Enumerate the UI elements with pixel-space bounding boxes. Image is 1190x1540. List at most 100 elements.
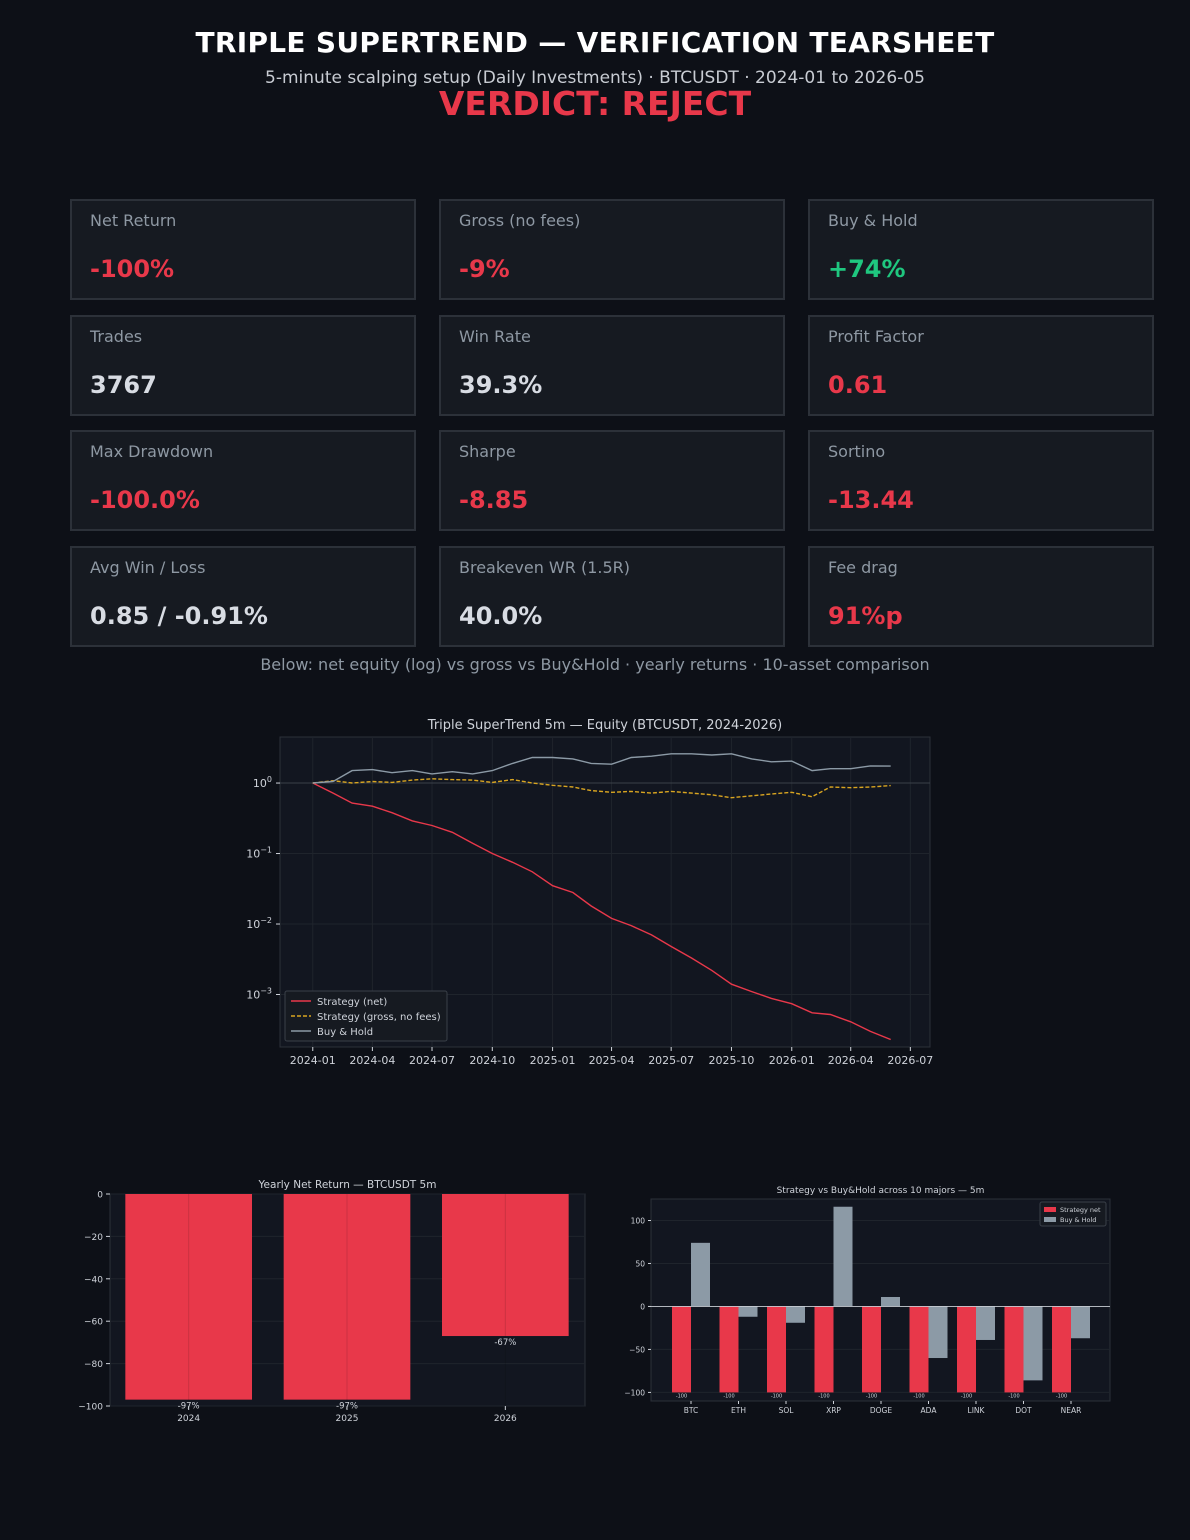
- chart-title: Triple SuperTrend 5m — Equity (BTCUSDT, …: [427, 718, 782, 733]
- x-tick-label: 2025: [336, 1414, 359, 1424]
- bar-xrp-strategy: [814, 1306, 834, 1393]
- y-tick-label: 100: [253, 775, 272, 790]
- metric-value: -100.0%: [90, 486, 200, 514]
- bar-near-strategy: [1052, 1306, 1071, 1393]
- metric-label: Breakeven WR (1.5R): [459, 558, 630, 577]
- x-tick-label: DOT: [1015, 1406, 1032, 1415]
- metric-value: 40.0%: [459, 602, 543, 630]
- metric-card-net-return: Net Return -100%: [70, 199, 416, 300]
- metric-label: Sharpe: [459, 442, 516, 461]
- metric-label: Profit Factor: [828, 327, 924, 346]
- metric-card-buy-hold: Buy & Hold +74%: [808, 199, 1154, 300]
- metric-label: Sortino: [828, 442, 886, 461]
- bar-2026: [442, 1194, 569, 1337]
- y-tick-label: 100: [631, 1216, 646, 1225]
- bar-value-label: -100: [723, 1393, 734, 1399]
- y-tick-label: −80: [84, 1360, 103, 1370]
- bar-value-label: -100: [961, 1393, 972, 1399]
- metric-value: +74%: [828, 255, 906, 283]
- bar-btc-buyhold: [691, 1242, 710, 1307]
- metric-card-sharpe: Sharpe -8.85: [439, 430, 785, 531]
- metric-label: Max Drawdown: [90, 442, 214, 461]
- metric-value: -9%: [459, 255, 510, 283]
- metric-card-sortino: Sortino -13.44: [808, 430, 1154, 531]
- x-tick-label: 2026-01: [769, 1054, 815, 1067]
- x-tick-label: 2024-04: [349, 1054, 395, 1067]
- metric-card-breakeven-wr: Breakeven WR (1.5R) 40.0%: [439, 546, 785, 647]
- metric-card-profit-factor: Profit Factor 0.61: [808, 315, 1154, 416]
- legend-label: Buy & Hold: [317, 1027, 373, 1038]
- x-tick-label: 2024-01: [290, 1054, 336, 1067]
- chart-title: Yearly Net Return — BTCUSDT 5m: [258, 1179, 437, 1191]
- x-tick-label: 2024-10: [469, 1054, 515, 1067]
- y-tick-label: 0: [97, 1191, 103, 1201]
- series-line-0: [312, 782, 891, 1041]
- bar-doge-buyhold: [881, 1296, 900, 1307]
- legend-box: [1039, 1201, 1107, 1227]
- bar-doge-strategy: [862, 1306, 881, 1393]
- y-tick-label: 10−2: [246, 916, 272, 931]
- yearly-returns-chart: Yearly Net Return — BTCUSDT 5m 0 −20 −40 −60…: [78, 1179, 586, 1424]
- legend-label: Strategy (net): [317, 997, 387, 1008]
- metric-label: Trades: [90, 327, 143, 346]
- x-tick-label: 2024-07: [409, 1054, 455, 1067]
- metric-value: -13.44: [828, 486, 914, 514]
- bar-link-strategy: [957, 1306, 976, 1393]
- legend-swatch: [1044, 1207, 1056, 1212]
- bar-near-buyhold: [1071, 1306, 1090, 1339]
- x-tick-label: 2026-04: [828, 1054, 874, 1067]
- y-tick-label: −60: [84, 1318, 103, 1328]
- bar-eth-buyhold: [738, 1306, 758, 1317]
- legend-label: Strategy (gross, no fees): [317, 1012, 441, 1023]
- legend-box: [284, 990, 448, 1042]
- legend-swatch: [1044, 1217, 1056, 1222]
- series-line-1: [312, 778, 891, 799]
- asset-comparison-chart: Strategy vs Buy&Hold across 10 majors — …: [624, 1186, 1111, 1415]
- bar-eth-strategy: [719, 1306, 739, 1393]
- metric-label: Avg Win / Loss: [90, 558, 206, 577]
- bar-dot-buyhold: [1023, 1306, 1043, 1381]
- metric-label: Buy & Hold: [828, 211, 918, 230]
- bar-sol-strategy: [767, 1306, 786, 1393]
- y-tick-label: −50: [629, 1345, 645, 1354]
- metric-value: -8.85: [459, 486, 529, 514]
- bar-xrp-buyhold: [833, 1206, 853, 1307]
- bar-value-label: -100: [913, 1393, 924, 1399]
- y-tick-label: 50: [635, 1259, 645, 1268]
- x-tick-label: 2026-07: [887, 1054, 933, 1067]
- bar-value-label: -100: [866, 1393, 877, 1399]
- metric-card-fee-drag: Fee drag 91%p: [808, 546, 1154, 647]
- y-tick-label: 10−1: [246, 846, 272, 861]
- y-tick-label: −20: [84, 1233, 103, 1243]
- page-title: TRIPLE SUPERTREND — VERIFICATION TEARSHE…: [195, 26, 995, 59]
- bar-value-label: -67%: [494, 1338, 516, 1348]
- metric-card-gross: Gross (no fees) -9%: [439, 199, 785, 300]
- metric-value: 3767: [90, 371, 157, 399]
- x-tick-label: 2025-07: [648, 1054, 694, 1067]
- chart-title: Strategy vs Buy&Hold across 10 majors — …: [777, 1186, 985, 1196]
- y-tick-label: −100: [78, 1403, 103, 1413]
- x-tick-label: XRP: [826, 1406, 841, 1415]
- y-tick-label: 10−3: [246, 987, 272, 1002]
- bar-link-buyhold: [976, 1306, 995, 1340]
- x-tick-label: BTC: [684, 1406, 699, 1415]
- bar-btc-strategy: [672, 1306, 691, 1393]
- bar-ada-buyhold: [928, 1306, 948, 1359]
- metric-value: -100%: [90, 255, 175, 283]
- metric-card-win-rate: Win Rate 39.3%: [439, 315, 785, 416]
- page-subtitle: 5-minute scalping setup (Daily Investmen…: [265, 68, 925, 88]
- metric-label: Gross (no fees): [459, 211, 581, 230]
- legend-label: Buy & Hold: [1060, 1216, 1096, 1224]
- x-tick-label: 2025-01: [530, 1054, 576, 1067]
- metric-label: Net Return: [90, 211, 177, 230]
- x-tick-label: LINK: [968, 1406, 986, 1415]
- bar-2024: [125, 1194, 252, 1400]
- metric-label: Win Rate: [459, 327, 531, 346]
- bar-ada-strategy: [909, 1306, 929, 1393]
- x-tick-label: SOL: [779, 1406, 795, 1415]
- metric-value: 0.61: [828, 371, 888, 399]
- y-tick-label: −40: [84, 1275, 103, 1285]
- bar-value-label: -100: [676, 1393, 687, 1399]
- y-tick-label: 0: [640, 1302, 645, 1311]
- equity-chart: Triple SuperTrend 5m — Equity (BTCUSDT, …: [246, 718, 933, 1067]
